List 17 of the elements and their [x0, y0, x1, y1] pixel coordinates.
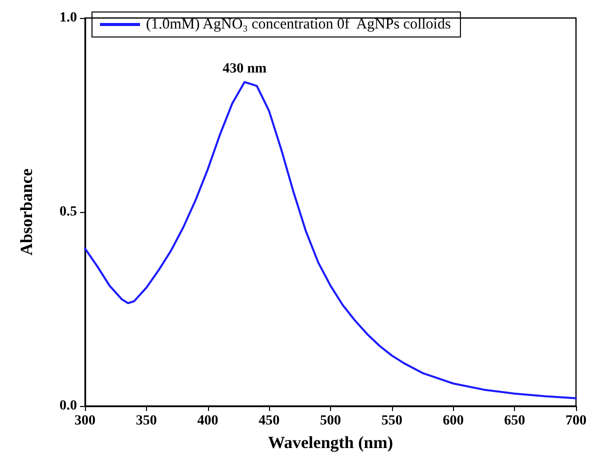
x-axis-title: Wavelength (nm): [268, 433, 394, 452]
x-tick-label: 300: [74, 414, 96, 428]
y-axis-title: Absorbance: [17, 168, 36, 256]
x-tick-label: 600: [442, 414, 464, 428]
legend-label: (1.0mM) AgNO₃ concentration 0f AgNPs colloids: [146, 16, 451, 32]
x-tick-label: 400: [197, 414, 218, 428]
x-tick-label: 450: [258, 414, 280, 428]
y-tick-label: 0.0: [60, 398, 77, 414]
x-tick-label: 550: [381, 414, 402, 428]
line-series: [84, 81, 577, 400]
annotation: 430 nm: [222, 62, 267, 77]
y-tick-label: 1.0: [60, 10, 77, 26]
x-tick-label: 650: [504, 414, 526, 428]
x-tick-label: 500: [320, 414, 341, 428]
y-tick-label: 0.5: [60, 204, 77, 220]
x-tick-label: 700: [566, 414, 586, 428]
x-tick-label: 350: [136, 414, 157, 428]
